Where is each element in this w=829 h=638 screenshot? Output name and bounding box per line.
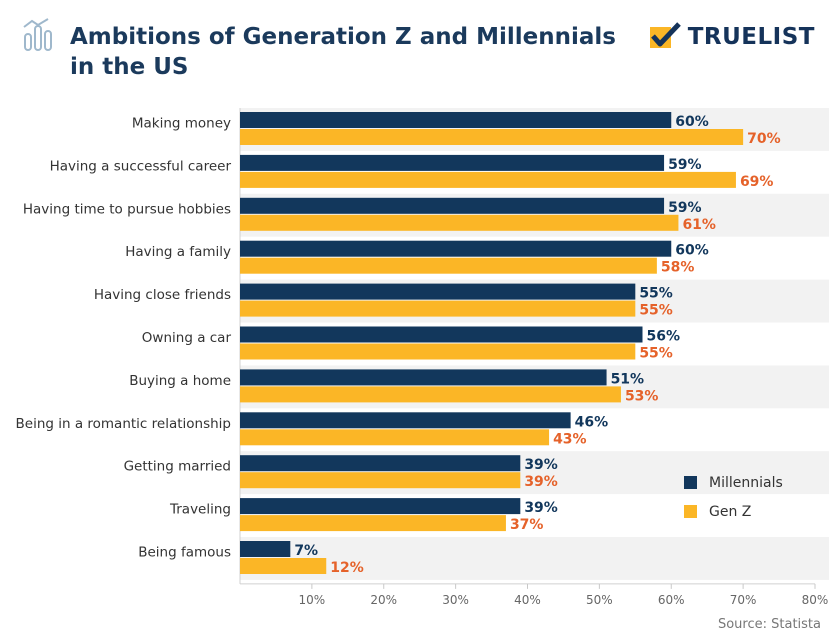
- category-label-having-close-friends: Having close friends: [94, 287, 231, 303]
- bar-millennials-being-in-a-romantic-relationship: [240, 412, 571, 429]
- x-tick-label-80: 80%: [802, 593, 829, 607]
- chart-legend: Millennials Gen Z: [684, 468, 783, 526]
- row-band-being-famous: [240, 537, 829, 580]
- source-note: Source: Statista: [717, 617, 821, 632]
- category-label-getting-married: Getting married: [124, 459, 231, 475]
- value-label-millennials-having-a-family: 60%: [675, 243, 709, 259]
- x-tick-label-70: 70%: [730, 593, 757, 607]
- bar-chart-icon: [23, 18, 52, 51]
- category-label-buying-a-home: Buying a home: [129, 373, 231, 389]
- bar-millennials-having-time-to-pursue-hobbies: [240, 197, 665, 214]
- checkmark-box-icon: [649, 22, 681, 48]
- legend-item-genz: Gen Z: [684, 497, 783, 526]
- bar-millennials-having-close-friends: [240, 283, 636, 300]
- value-label-millennials-being-famous: 7%: [294, 543, 318, 559]
- bar-genz-having-a-family: [240, 257, 657, 274]
- bar-genz-being-famous: [240, 558, 327, 574]
- value-label-genz-buying-a-home: 53%: [625, 388, 659, 404]
- chart-title-line2: in the US: [70, 54, 189, 80]
- bar-millennials-buying-a-home: [240, 369, 607, 386]
- value-label-genz-having-a-successful-career: 69%: [740, 174, 774, 190]
- bar-genz-having-close-friends: [240, 300, 636, 317]
- bar-millennials-getting-married: [240, 455, 521, 472]
- x-tick-label-40: 40%: [514, 593, 541, 607]
- value-label-millennials-owning-a-car: 56%: [647, 329, 681, 345]
- bar-millennials-having-a-family: [240, 240, 672, 257]
- value-label-genz-making-money: 70%: [747, 131, 781, 147]
- bar-genz-having-time-to-pursue-hobbies: [240, 214, 679, 231]
- bar-millennials-traveling: [240, 498, 521, 515]
- bar-millennials-being-famous: [240, 541, 291, 557]
- value-label-millennials-having-close-friends: 55%: [639, 286, 673, 302]
- value-label-genz-getting-married: 39%: [524, 474, 558, 490]
- brand-logo: TRUELIST: [648, 22, 815, 52]
- legend-label-genz: Gen Z: [709, 503, 752, 520]
- value-label-millennials-making-money: 60%: [675, 114, 709, 130]
- legend-swatch-genz: [684, 505, 697, 518]
- bar-millennials-having-a-successful-career: [240, 154, 665, 171]
- bar-genz-buying-a-home: [240, 386, 621, 403]
- value-label-millennials-having-time-to-pursue-hobbies: 59%: [668, 200, 702, 216]
- value-label-genz-owning-a-car: 55%: [639, 346, 673, 362]
- category-label-having-time-to-pursue-hobbies: Having time to pursue hobbies: [23, 201, 231, 217]
- value-label-genz-being-in-a-romantic-relationship: 43%: [553, 431, 587, 447]
- legend-label-millennials: Millennials: [709, 474, 783, 491]
- bar-genz-owning-a-car: [240, 343, 636, 360]
- value-label-millennials-being-in-a-romantic-relationship: 46%: [575, 414, 609, 430]
- bar-millennials-making-money: [240, 112, 672, 128]
- value-label-genz-having-a-family: 58%: [661, 260, 695, 276]
- category-label-having-a-family: Having a family: [125, 244, 231, 260]
- value-label-genz-having-time-to-pursue-hobbies: 61%: [682, 217, 716, 233]
- x-tick-label-30: 30%: [442, 593, 469, 607]
- legend-item-millennials: Millennials: [684, 468, 783, 497]
- category-label-being-in-a-romantic-relationship: Being in a romantic relationship: [16, 416, 232, 432]
- value-label-genz-being-famous: 12%: [330, 560, 364, 576]
- bar-genz-making-money: [240, 129, 744, 145]
- value-label-millennials-having-a-successful-career: 59%: [668, 157, 702, 173]
- value-label-millennials-getting-married: 39%: [524, 457, 558, 473]
- value-label-genz-traveling: 37%: [510, 517, 544, 533]
- x-tick-label-50: 50%: [586, 593, 613, 607]
- brand-name: TRUELIST: [687, 24, 815, 50]
- chart-title: Ambitions of Generation Z and Millennial…: [70, 22, 630, 82]
- category-label-owning-a-car: Owning a car: [142, 330, 232, 346]
- x-tick-label-60: 60%: [658, 593, 685, 607]
- bar-genz-having-a-successful-career: [240, 171, 736, 188]
- legend-swatch-millennials: [684, 476, 697, 489]
- x-tick-label-10: 10%: [299, 593, 326, 607]
- chart-title-line1: Ambitions of Generation Z and Millennial…: [70, 24, 616, 50]
- category-label-having-a-successful-career: Having a successful career: [50, 158, 232, 174]
- category-label-being-famous: Being famous: [138, 544, 231, 560]
- bar-millennials-owning-a-car: [240, 326, 643, 343]
- value-label-genz-having-close-friends: 55%: [639, 303, 673, 319]
- bar-genz-getting-married: [240, 472, 521, 489]
- category-label-making-money: Making money: [132, 115, 231, 131]
- bar-genz-being-in-a-romantic-relationship: [240, 429, 550, 446]
- value-label-millennials-traveling: 39%: [524, 500, 558, 516]
- category-label-traveling: Traveling: [169, 502, 231, 518]
- value-label-millennials-buying-a-home: 51%: [611, 371, 645, 387]
- bar-genz-traveling: [240, 515, 506, 532]
- x-tick-label-20: 20%: [370, 593, 397, 607]
